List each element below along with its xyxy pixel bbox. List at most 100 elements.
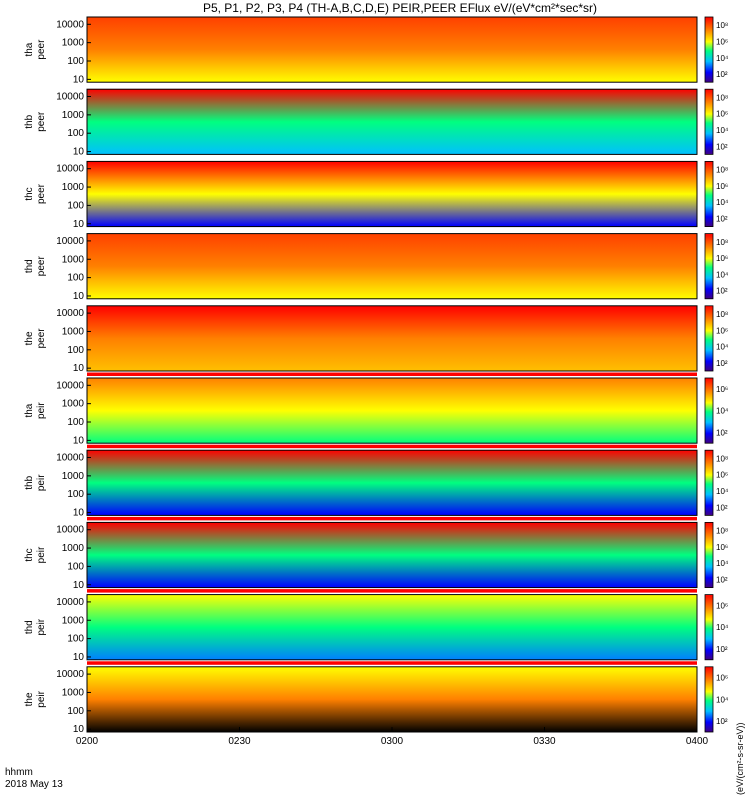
y-tick-label: 10 [73, 219, 85, 230]
y-tick-label: 10000 [56, 669, 84, 680]
colorbar-tick-label: 10² [716, 142, 728, 151]
colorbar-tick-label: 10⁸ [716, 166, 728, 175]
panel-ylabel-species: peir [36, 402, 47, 419]
colorbar-tick-label: 10² [716, 503, 728, 512]
panel-ylabel-species: peir [36, 618, 47, 635]
y-tick-label: 10 [73, 435, 85, 446]
colorbar-units-label: (eV/(cm²-s-sr-eV)) [735, 723, 745, 796]
y-tick-label: 10000 [56, 92, 84, 103]
colorbar-tick-label: 10² [716, 359, 728, 368]
date-label: 2018 May 13 [5, 779, 63, 790]
flag-bar [87, 444, 697, 449]
colorbar [704, 377, 714, 444]
panel-ylabel-probe: the [24, 331, 35, 345]
panel-ylabel-species: peer [36, 256, 47, 277]
colorbar-tick-label: 10⁶ [716, 182, 728, 191]
time-row-label: hhmm [5, 767, 33, 778]
colorbar-tick-label: 10⁶ [716, 326, 728, 335]
colorbar-tick-label: 10⁴ [716, 270, 729, 279]
colorbar-tick-label: 10⁴ [716, 198, 729, 207]
y-tick-label: 100 [67, 128, 84, 139]
y-tick-label: 100 [67, 561, 84, 572]
y-tick-label: 10000 [56, 19, 84, 30]
colorbar-tick-label: 10⁶ [716, 385, 728, 394]
colorbar-tick-label: 10⁸ [716, 238, 728, 247]
spectrogram-thd-peir [87, 594, 697, 660]
panel-the-peir: 10 100 1000 10000 the peir 10² 10⁴ 10⁶ [24, 666, 729, 735]
x-tick-label: 0200 [76, 736, 99, 747]
panel-thc-peir: 10 100 1000 10000 thc peir 10² 10⁴ 10⁶ 10⁸ [24, 521, 729, 593]
panel-ylabel-species: peer [36, 328, 47, 349]
spectrogram-the-peer [87, 305, 697, 371]
colorbar [704, 449, 714, 516]
colorbar-tick-label: 10² [716, 645, 728, 654]
panel-ylabel-species: peir [36, 474, 47, 491]
panel-thc-peer: 10 100 1000 10000 thc peer 10² 10⁴ 10⁶ 10⁸ [24, 160, 729, 230]
colorbar-tick-label: 10⁸ [716, 93, 728, 102]
x-tick-label: 0300 [381, 736, 404, 747]
flag-bar [87, 516, 697, 521]
panel-ylabel-species: peer [36, 183, 47, 204]
colorbar-tick-label: 10⁸ [716, 527, 728, 536]
panel-frame [86, 594, 698, 661]
spectrogram-thc-peir [87, 522, 697, 588]
y-tick-label: 10 [73, 74, 85, 85]
colorbar-tick-label: 10⁶ [716, 543, 728, 552]
y-tick-label: 10 [73, 508, 85, 519]
colorbar-tick-label: 10⁶ [716, 471, 728, 480]
spectrogram-thb-peir [87, 450, 697, 516]
flag-bar [87, 589, 697, 593]
y-tick-label: 1000 [62, 110, 85, 121]
colorbar-tick-label: 10⁶ [716, 254, 728, 263]
y-tick-label: 100 [67, 706, 84, 717]
y-tick-label: 1000 [62, 615, 85, 626]
colorbar-tick-label: 10⁴ [716, 126, 729, 135]
y-tick-label: 10000 [56, 597, 84, 608]
panel-ylabel-species: peer [36, 111, 47, 132]
panel-ylabel-probe: thd [24, 620, 35, 634]
colorbar-tick-label: 10⁸ [716, 454, 728, 463]
colorbar [704, 160, 714, 227]
spectrogram-tha-peer [87, 17, 697, 83]
colorbar-tick-label: 10⁶ [716, 110, 728, 119]
colorbar-tick-label: 10² [716, 70, 728, 79]
colorbar-tick-label: 10⁸ [716, 21, 728, 30]
colorbar-tick-label: 10⁶ [716, 674, 728, 683]
colorbar [704, 16, 714, 83]
colorbar-tick-label: 10² [716, 214, 728, 223]
panel-frame [86, 449, 698, 516]
colorbar-tick-label: 10² [716, 428, 728, 437]
panel-ylabel-species: peer [36, 39, 47, 60]
colorbar-tick-label: 10⁴ [716, 695, 729, 704]
panel-ylabel-species: peir [36, 690, 47, 707]
y-tick-label: 10000 [56, 380, 84, 391]
colorbar [704, 88, 714, 155]
y-tick-label: 10 [73, 652, 85, 663]
y-tick-label: 10000 [56, 164, 84, 175]
panel-frame [86, 305, 698, 372]
colorbar [704, 666, 714, 733]
y-tick-label: 10000 [56, 525, 84, 536]
flag-bar [87, 661, 697, 665]
panel-frame [86, 160, 698, 228]
panel-ylabel-probe: the [24, 692, 35, 706]
panel-ylabel-probe: tha [24, 403, 35, 417]
y-tick-label: 10 [73, 363, 85, 374]
spectrogram-thc-peer [87, 161, 697, 227]
y-tick-label: 1000 [62, 399, 85, 410]
panel-thb-peir: 10 100 1000 10000 thb peir 10² 10⁴ 10⁶ 10⁸ [24, 449, 729, 521]
y-tick-label: 100 [67, 273, 84, 284]
y-tick-label: 10000 [56, 236, 84, 247]
y-tick-label: 100 [67, 345, 84, 356]
panel-frame [86, 233, 698, 300]
y-tick-label: 1000 [62, 182, 85, 193]
time-axis: 0200 0230 0300 0330 0400 [76, 727, 709, 747]
panel-ylabel-probe: thc [24, 187, 35, 200]
y-tick-label: 1000 [62, 38, 85, 49]
figure-title: P5, P1, P2, P3, P4 (TH-A,B,C,D,E) PEIR,P… [203, 1, 597, 15]
y-tick-label: 10 [73, 147, 85, 158]
colorbar-tick-label: 10² [716, 717, 728, 726]
spectrogram-tha-peir [87, 378, 697, 444]
colorbar [704, 305, 714, 372]
colorbar [704, 594, 714, 661]
